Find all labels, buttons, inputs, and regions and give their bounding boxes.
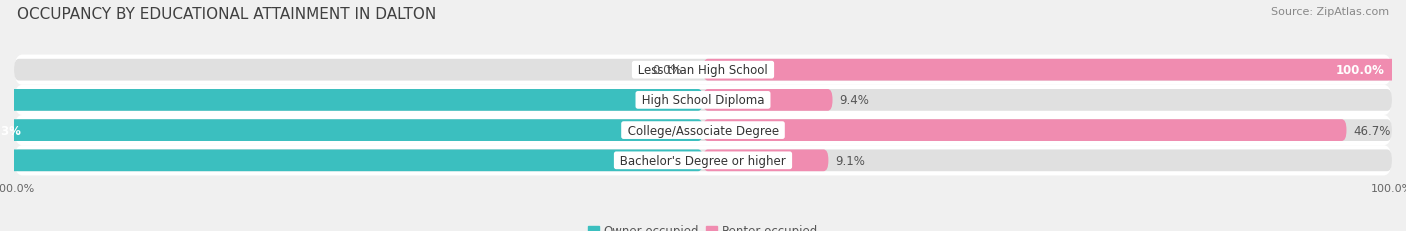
FancyBboxPatch shape — [14, 116, 1392, 146]
FancyBboxPatch shape — [0, 150, 703, 171]
Text: 0.0%: 0.0% — [652, 64, 682, 77]
Text: 9.4%: 9.4% — [839, 94, 869, 107]
FancyBboxPatch shape — [703, 90, 832, 111]
FancyBboxPatch shape — [14, 90, 1392, 111]
FancyBboxPatch shape — [0, 90, 703, 111]
FancyBboxPatch shape — [703, 120, 1347, 141]
FancyBboxPatch shape — [14, 120, 1392, 141]
Text: High School Diploma: High School Diploma — [638, 94, 768, 107]
FancyBboxPatch shape — [703, 150, 828, 171]
FancyBboxPatch shape — [703, 60, 1406, 81]
Text: Bachelor's Degree or higher: Bachelor's Degree or higher — [616, 154, 790, 167]
FancyBboxPatch shape — [14, 85, 1392, 116]
Legend: Owner-occupied, Renter-occupied: Owner-occupied, Renter-occupied — [583, 219, 823, 231]
FancyBboxPatch shape — [14, 146, 1392, 176]
FancyBboxPatch shape — [0, 120, 703, 141]
Text: 53.3%: 53.3% — [0, 124, 21, 137]
Text: OCCUPANCY BY EDUCATIONAL ATTAINMENT IN DALTON: OCCUPANCY BY EDUCATIONAL ATTAINMENT IN D… — [17, 7, 436, 22]
Text: College/Associate Degree: College/Associate Degree — [624, 124, 782, 137]
FancyBboxPatch shape — [14, 150, 1392, 171]
Text: Source: ZipAtlas.com: Source: ZipAtlas.com — [1271, 7, 1389, 17]
Text: 100.0%: 100.0% — [1336, 64, 1385, 77]
FancyBboxPatch shape — [14, 55, 1392, 85]
FancyBboxPatch shape — [14, 60, 1392, 81]
Text: 9.1%: 9.1% — [835, 154, 865, 167]
Text: 46.7%: 46.7% — [1354, 124, 1391, 137]
Text: Less than High School: Less than High School — [634, 64, 772, 77]
